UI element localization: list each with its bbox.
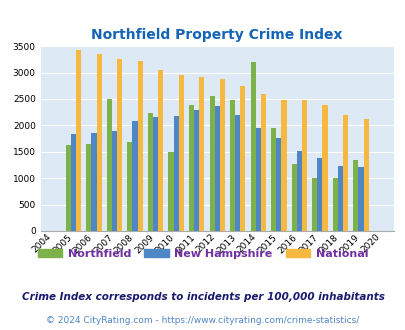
Bar: [234, 115, 240, 231]
Bar: [178, 75, 183, 231]
Text: Crime Index corresponds to incidents per 100,000 inhabitants: Crime Index corresponds to incidents per…: [21, 292, 384, 302]
Bar: [127, 142, 132, 231]
Bar: [188, 105, 194, 231]
Bar: [240, 86, 245, 231]
Title: Northfield Property Crime Index: Northfield Property Crime Index: [91, 28, 342, 42]
Bar: [271, 127, 275, 231]
Bar: [168, 152, 173, 231]
Bar: [301, 100, 306, 231]
Bar: [311, 178, 317, 231]
Bar: [66, 146, 71, 231]
Bar: [158, 70, 163, 231]
Bar: [275, 138, 281, 231]
Bar: [132, 121, 137, 231]
Bar: [317, 158, 322, 231]
Bar: [322, 105, 327, 231]
Bar: [214, 106, 219, 231]
Bar: [117, 59, 122, 231]
Bar: [137, 61, 143, 231]
Bar: [342, 115, 347, 231]
Bar: [250, 62, 255, 231]
Bar: [219, 79, 224, 231]
Text: © 2024 CityRating.com - https://www.cityrating.com/crime-statistics/: © 2024 CityRating.com - https://www.city…: [46, 316, 359, 325]
Bar: [209, 96, 214, 231]
Bar: [91, 133, 96, 231]
Bar: [281, 100, 286, 231]
Bar: [71, 134, 76, 231]
Bar: [194, 110, 199, 231]
Bar: [358, 167, 362, 231]
Bar: [362, 119, 368, 231]
Bar: [153, 117, 158, 231]
Bar: [352, 160, 358, 231]
Bar: [112, 131, 117, 231]
Bar: [173, 116, 178, 231]
Bar: [337, 166, 342, 231]
Bar: [230, 100, 234, 231]
Bar: [107, 99, 112, 231]
Bar: [147, 113, 153, 231]
Bar: [296, 151, 301, 231]
Bar: [255, 127, 260, 231]
Bar: [96, 54, 101, 231]
Bar: [199, 77, 204, 231]
Bar: [291, 164, 296, 231]
Bar: [332, 178, 337, 231]
Bar: [76, 50, 81, 231]
Bar: [86, 145, 91, 231]
Bar: [260, 94, 265, 231]
Legend: Northfield, New Hampshire, National: Northfield, New Hampshire, National: [33, 245, 372, 263]
